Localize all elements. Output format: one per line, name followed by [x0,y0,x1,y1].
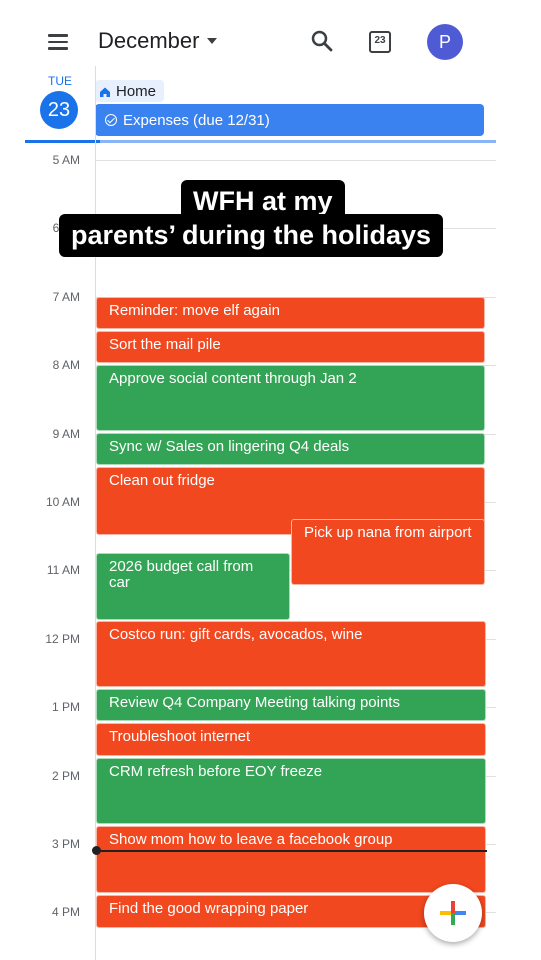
event-title: Sync w/ Sales on lingering Q4 deals [109,438,350,455]
event-title: CRM refresh before EOY freeze [109,763,323,780]
current-time-line [97,850,487,852]
hour-label: 9 AM [52,427,80,441]
event-title: Show mom how to leave a facebook group [109,831,393,848]
day-of-week: TUE [48,74,72,88]
hour-label: 5 AM [52,153,80,167]
today-number: 23 [374,35,386,46]
date-circle[interactable]: 23 [40,91,78,129]
hour-gridline [96,160,496,161]
search-icon[interactable] [309,28,335,54]
menu-icon[interactable] [48,30,78,54]
event-title: Review Q4 Company Meeting talking points [109,694,400,711]
event-pick-up-nana[interactable]: Pick up nana from airport [291,519,485,585]
caption-line-2: parents’ during the holidays [59,214,444,257]
event-review-q4[interactable]: Review Q4 Company Meeting talking points [96,689,486,721]
event-reminder-elf[interactable]: Reminder: move elf again [96,297,485,329]
hour-label: 8 AM [52,358,80,372]
event-title: Sort the mail pile [109,336,221,353]
header-divider-accent [25,140,100,143]
today-calendar-icon[interactable]: 23 [367,28,393,54]
expenses-task-chip[interactable]: Expenses (due 12/31) [95,104,484,136]
hour-label: 7 AM [52,290,80,304]
event-wrapping-paper[interactable]: Find the good wrapping paper [96,895,486,928]
hour-label: 1 PM [51,700,80,714]
event-troubleshoot-internet[interactable]: Troubleshoot internet [96,723,486,756]
event-title: Clean out fridge [109,472,215,489]
hour-label: 10 AM [45,495,80,509]
home-icon [99,85,111,97]
home-label: Home [116,82,157,100]
event-title: Approve social content through Jan 2 [109,370,357,387]
event-approve-social[interactable]: Approve social content through Jan 2 [96,365,485,431]
event-costco-run[interactable]: Costco run: gift cards, avocados, wine [96,621,486,687]
event-crm-refresh[interactable]: CRM refresh before EOY freeze [96,758,486,824]
avatar[interactable]: P [427,24,463,60]
home-location-chip[interactable]: Home [95,80,165,102]
event-title: 2026 budget call from car [109,558,254,591]
event-title: Costco run: gift cards, avocados, wine [109,626,363,643]
task-check-icon [105,114,117,126]
hour-label: 12 PM [45,632,80,646]
month-label: December [98,28,200,53]
header-divider [25,140,496,143]
hour-label: 4 PM [51,905,80,919]
event-budget-call[interactable]: 2026 budget call from car [96,553,290,620]
time-gutter-divider [95,66,96,960]
event-sort-mail[interactable]: Sort the mail pile [96,331,485,363]
event-title: Find the good wrapping paper [109,900,309,917]
event-show-mom[interactable]: Show mom how to leave a facebook group [96,826,486,893]
task-label: Expenses (due 12/31) [123,111,270,129]
create-event-button[interactable] [424,884,482,942]
hour-label: 3 PM [51,837,80,851]
caret-down-icon [207,38,218,44]
event-sync-sales[interactable]: Sync w/ Sales on lingering Q4 deals [96,433,485,465]
event-title: Reminder: move elf again [109,302,280,319]
month-selector[interactable]: December [98,28,218,54]
event-title: Pick up nana from airport [304,524,472,541]
event-title: Troubleshoot internet [109,728,251,745]
plus-icon [440,901,466,925]
hour-label: 11 AM [46,563,80,577]
current-time-dot [92,846,101,855]
hour-label: 2 PM [51,769,80,783]
